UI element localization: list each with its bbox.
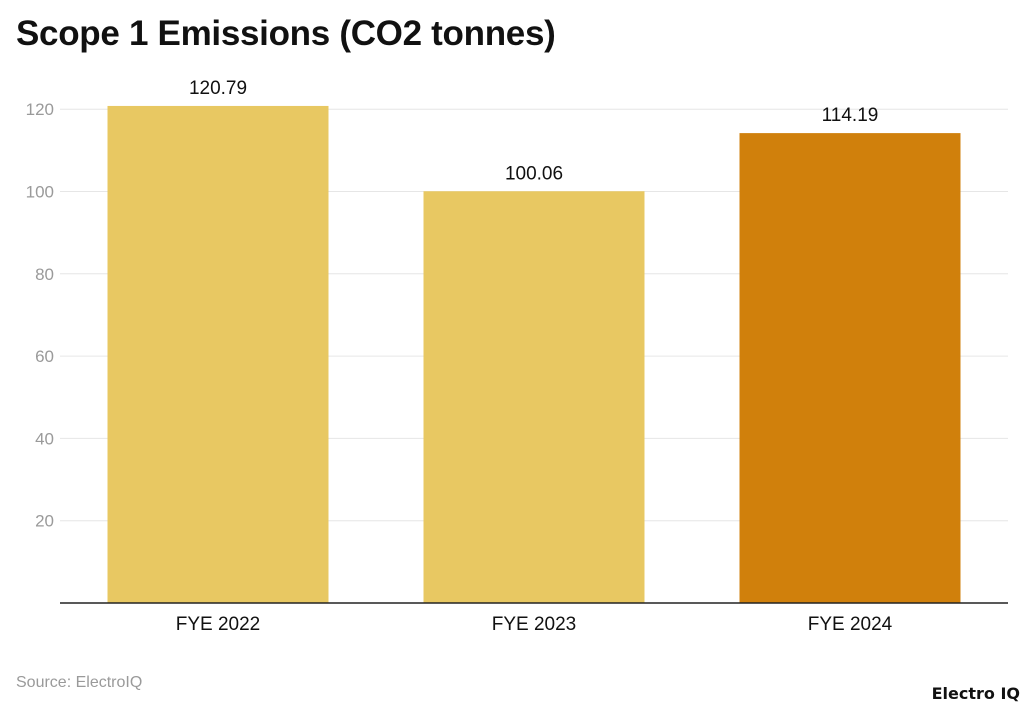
y-tick-label: 40: [35, 429, 54, 448]
bar-1: [107, 105, 329, 603]
source-note: Source: ElectroIQ: [16, 674, 143, 691]
y-axis-tick-labels: 20 40 60 80 100 120: [26, 100, 54, 531]
x-axis-tick-labels: FYE 2022 FYE 2023 FYE 2024: [176, 614, 893, 635]
y-tick-label: 80: [35, 265, 54, 284]
chart-title: Scope 1 Emissions (CO2 tonnes): [16, 14, 556, 53]
bar-2: [423, 191, 645, 603]
value-label: 114.19: [822, 105, 879, 126]
y-tick-label: 60: [35, 347, 54, 366]
value-label: 100.06: [505, 163, 563, 184]
brand-logo: Electro IQ: [931, 684, 1020, 703]
y-tick-label: 100: [26, 183, 54, 202]
y-tick-label: 20: [35, 512, 54, 531]
x-tick-label: FYE 2024: [808, 614, 893, 635]
x-tick-label: FYE 2022: [176, 614, 261, 635]
bars: [107, 105, 961, 603]
bar-3: [739, 133, 961, 603]
value-labels: 120.79 100.06 114.19: [189, 78, 878, 184]
value-label: 120.79: [189, 78, 247, 99]
x-tick-label: FYE 2023: [492, 614, 577, 635]
y-tick-label: 120: [26, 100, 54, 119]
